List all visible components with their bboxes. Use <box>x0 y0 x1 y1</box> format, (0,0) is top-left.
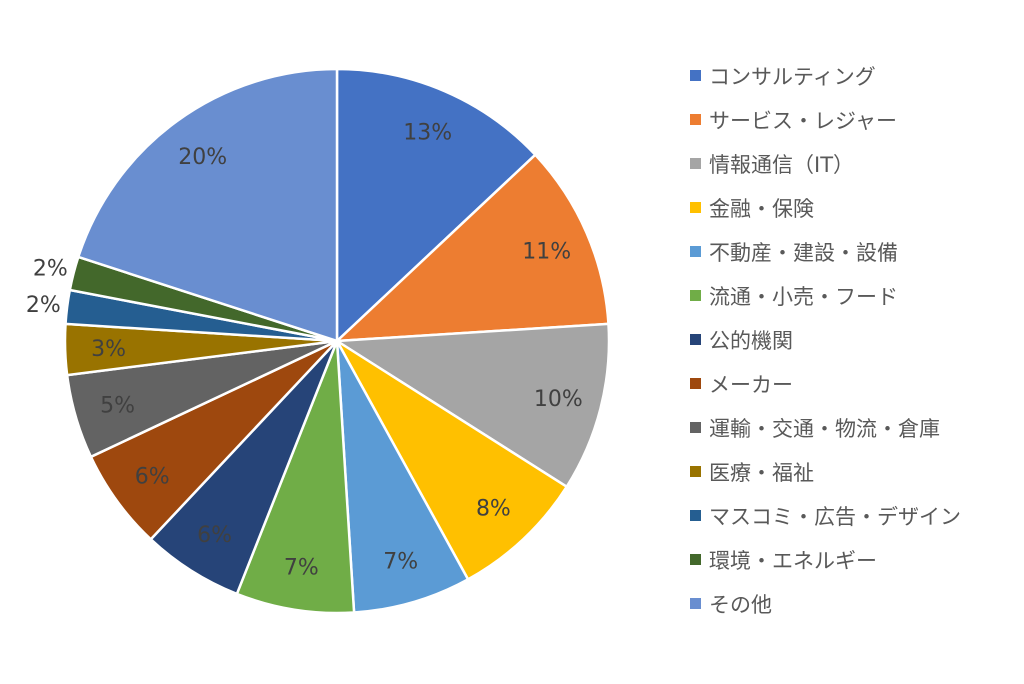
pie-slices <box>63 67 611 615</box>
pie-slice <box>335 67 537 343</box>
pie-slice <box>335 153 610 343</box>
pie-data-label: 10% <box>534 387 583 412</box>
legend-label: 流通・小売・フード <box>709 285 898 309</box>
pie-data-label: 5% <box>100 394 135 419</box>
pie-slice <box>235 339 356 615</box>
legend-swatch <box>690 466 701 477</box>
pie-data-label: 7% <box>284 556 319 581</box>
legend-swatch <box>690 378 701 389</box>
legend-label: 運輸・交通・物流・倉庫 <box>709 417 940 441</box>
pie-slice <box>335 339 470 614</box>
pie-data-label: 2% <box>33 256 68 281</box>
legend-swatch <box>690 114 701 125</box>
legend-label: 医療・福祉 <box>709 461 814 485</box>
pie-slice <box>335 322 611 488</box>
pie-slice <box>77 67 339 343</box>
pie-data-label: 11% <box>522 239 571 264</box>
legend-label: 公的機関 <box>709 329 793 353</box>
pie-data-label: 2% <box>26 293 61 318</box>
legend-label: その他 <box>709 593 772 617</box>
pie-data-label: 8% <box>476 497 511 522</box>
pie-data-label: 3% <box>91 337 126 362</box>
legend-swatch <box>690 246 701 257</box>
legend-swatch <box>690 554 701 565</box>
legend-swatch <box>690 334 701 345</box>
legend-swatch <box>690 598 701 609</box>
legend-label: コンサルティング <box>709 65 876 89</box>
legend-label: マスコミ・広告・デザイン <box>709 505 961 529</box>
legend-swatch <box>690 422 701 433</box>
legend-label: 不動産・建設・設備 <box>709 241 898 265</box>
pie-data-label: 13% <box>403 120 452 145</box>
pie-data-label: 7% <box>383 549 418 574</box>
legend-label: 環境・エネルギー <box>709 549 877 573</box>
legend-label: 金融・保険 <box>709 197 814 221</box>
legend-label: メーカー <box>709 373 793 397</box>
legend-label: サービス・レジャー <box>709 109 897 133</box>
pie-data-label: 6% <box>135 464 170 489</box>
legend-swatch <box>690 70 701 81</box>
pie-slice <box>335 339 568 581</box>
legend-swatch <box>690 510 701 521</box>
legend-swatch <box>690 158 701 169</box>
legend-label: 情報通信（IT） <box>709 153 854 177</box>
pie-data-label: 20% <box>178 145 227 170</box>
legend-swatch <box>690 202 701 213</box>
pie-data-label: 6% <box>197 523 232 548</box>
legend-swatch <box>690 290 701 301</box>
pie-data-labels: 13% 11% 10% 8% 7% 7% 6% 6% 5% 3% 2% 2% 20% <box>26 120 583 580</box>
